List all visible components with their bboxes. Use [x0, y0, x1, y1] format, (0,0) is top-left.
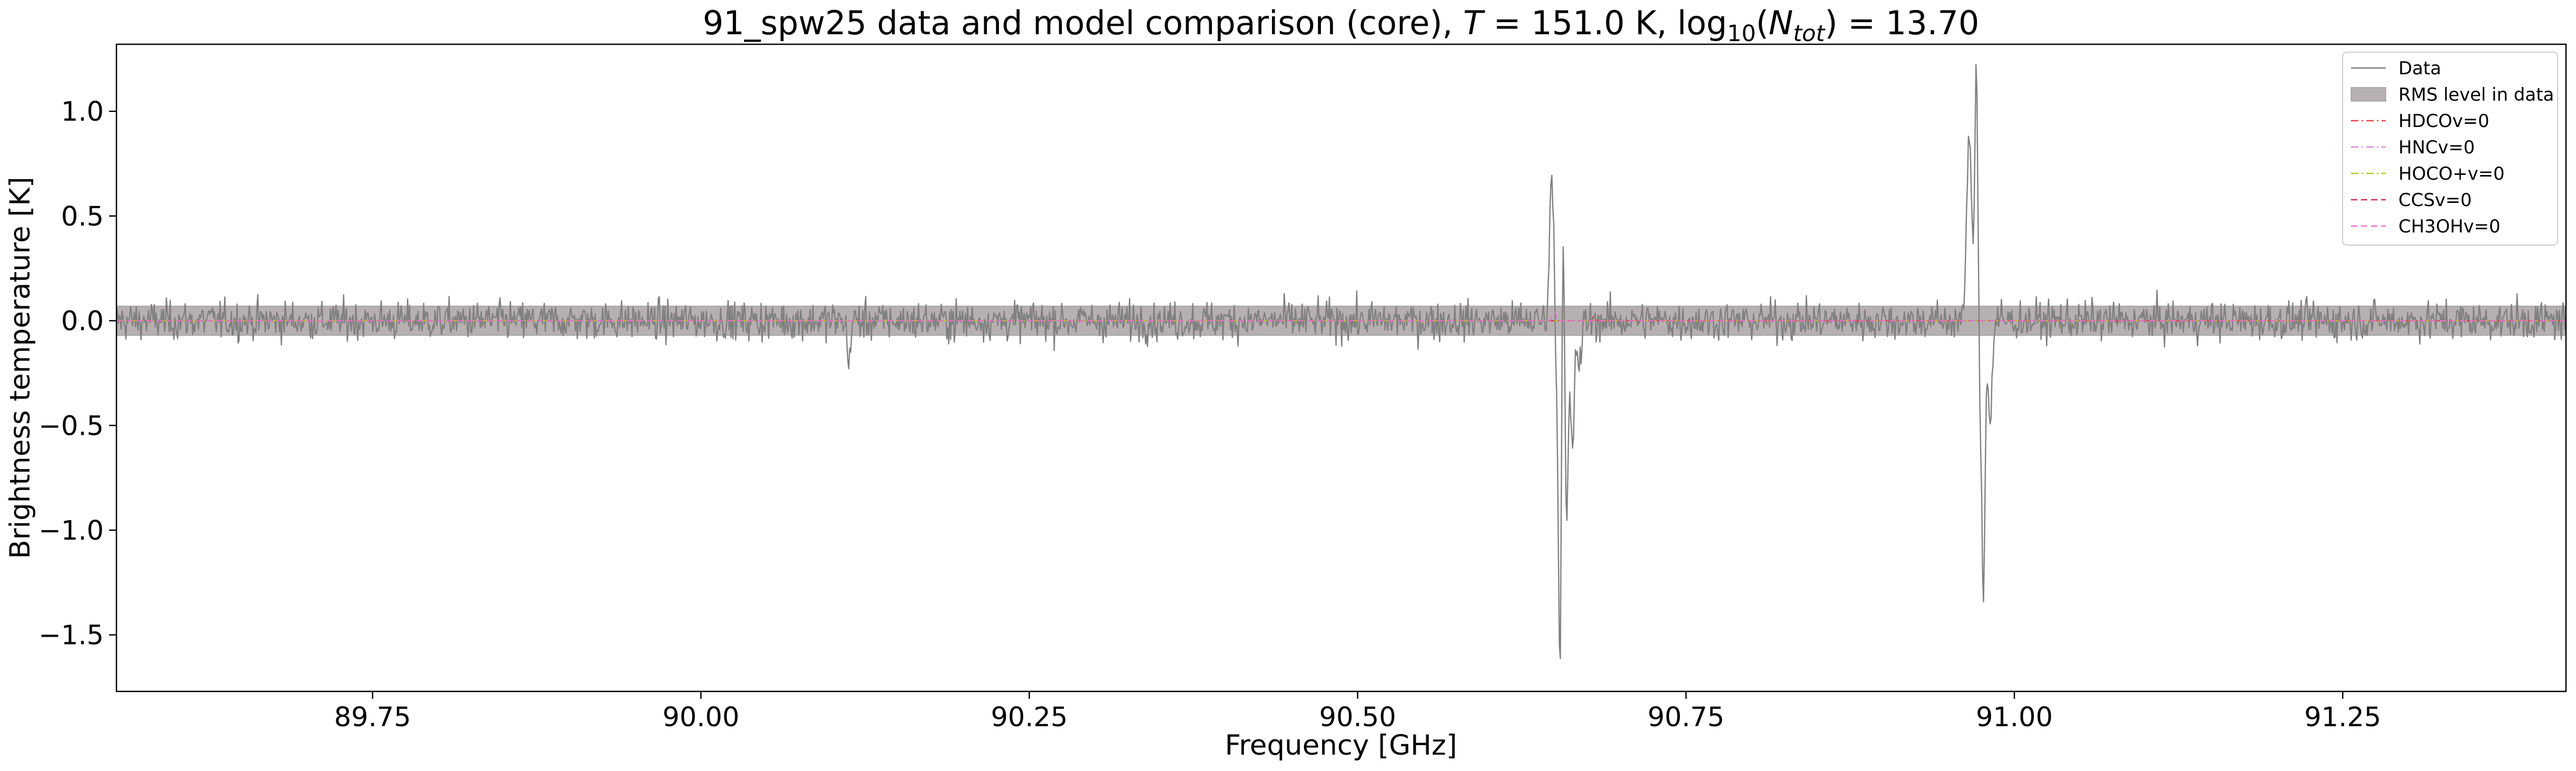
legend-label-data: Data [2398, 58, 2441, 79]
legend-label-ccsv-0: CCSv=0 [2398, 190, 2472, 211]
y-tick-label: 0.0 [61, 306, 104, 337]
legend-label-ch3ohv-0: CH3OHv=0 [2398, 216, 2501, 237]
legend-label-hncv-0: HNCv=0 [2398, 137, 2475, 158]
data-series-line [116, 64, 2566, 659]
y-axis-label: Brightness temperature [K] [4, 177, 36, 559]
legend-frame [2342, 52, 2558, 246]
x-axis-label: Frequency [GHz] [1225, 729, 1457, 762]
y-tick-label: −1.0 [38, 515, 104, 546]
x-axis: 89.75 90.00 90.25 90.50 90.75 91.00 91.25 [334, 691, 2381, 733]
y-axis: 1.0 0.5 0.0 −0.5 −1.0 −1.5 [38, 96, 116, 651]
legend-label-hoco-v-0: HOCO+v=0 [2398, 163, 2505, 184]
legend: Data RMS level in data HDCOv=0 HNCv=0 HOCO+v… [2342, 52, 2558, 246]
x-tick-label: 89.75 [334, 702, 411, 733]
legend-label-rms-level-in-data: RMS level in data [2398, 84, 2554, 105]
x-tick-label: 90.25 [991, 702, 1067, 733]
x-tick-label: 91.25 [2304, 702, 2381, 733]
y-tick-label: −1.5 [38, 620, 104, 651]
x-tick-label: 90.00 [662, 702, 739, 733]
chart-title: 91_spw25 data and model comparison (core… [703, 4, 1980, 47]
y-tick-label: 1.0 [61, 96, 104, 128]
y-tick-label: −0.5 [38, 411, 104, 442]
plot-frame [115, 43, 2567, 692]
x-tick-label: 90.75 [1648, 702, 1725, 733]
model-line-ch3ohv-0 [116, 311, 2566, 321]
plot-area [115, 43, 2567, 692]
x-tick-label: 90.50 [1319, 702, 1396, 733]
x-tick-label: 91.00 [1976, 702, 2053, 733]
legend-label-hdcov-0: HDCOv=0 [2398, 111, 2490, 132]
legend-swatch-rms-level-in-data [2350, 87, 2386, 102]
y-tick-label: 0.5 [61, 201, 104, 232]
